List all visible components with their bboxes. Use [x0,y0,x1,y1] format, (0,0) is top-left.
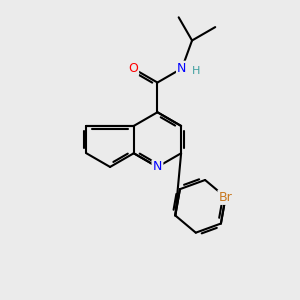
Text: O: O [128,62,138,75]
Text: Br: Br [219,191,232,204]
Text: H: H [191,66,200,76]
Text: N: N [177,62,187,75]
Text: N: N [153,160,162,173]
